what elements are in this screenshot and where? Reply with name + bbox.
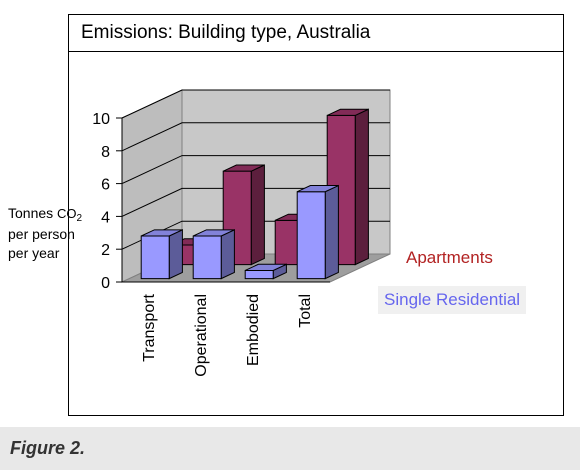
x-tick-label: Operational <box>193 294 210 377</box>
x-tick-label: Transport <box>141 293 158 361</box>
bar-apartments-operational <box>222 164 265 266</box>
y-axis-label-line2: per person <box>8 226 75 242</box>
y-tick-label: 8 <box>101 144 110 161</box>
gridline <box>121 155 390 185</box>
y-tick-label: 2 <box>101 242 110 259</box>
y-axis-label: Tonnes CO2 per person per year <box>8 204 88 263</box>
bar-single-residential-total <box>296 184 339 280</box>
figure-caption: Figure 2. <box>10 438 86 458</box>
y-tick-label: 6 <box>101 177 110 194</box>
y-tick-label: 10 <box>92 111 110 128</box>
caption-bar: Figure 2. <box>0 427 580 470</box>
y-axis-label-line3: per year <box>8 245 60 261</box>
y-tick-label: 0 <box>101 275 110 292</box>
x-tick-label: Total <box>297 294 314 328</box>
y-axis-label-unit: CO <box>57 206 77 221</box>
legend-apartments: Apartments <box>406 248 493 267</box>
gridline <box>121 89 390 119</box>
x-tick-label: Embodied <box>245 294 262 366</box>
bar-single-residential-transport <box>140 229 183 280</box>
chart-title-box: Emissions: Building type, Australia <box>68 14 564 52</box>
bar-single-residential-embodied <box>244 263 287 280</box>
chart-title: Emissions: Building type, Australia <box>81 22 371 43</box>
y-tick-label: 4 <box>101 209 110 226</box>
y-axis-label-prefix: Tonnes <box>8 205 58 221</box>
bar-single-residential-operational <box>192 229 235 280</box>
legend-single-residential: Single Residential <box>378 286 527 314</box>
y-axis-label-unit-subscript: 2 <box>76 213 83 224</box>
gridline <box>121 122 390 152</box>
